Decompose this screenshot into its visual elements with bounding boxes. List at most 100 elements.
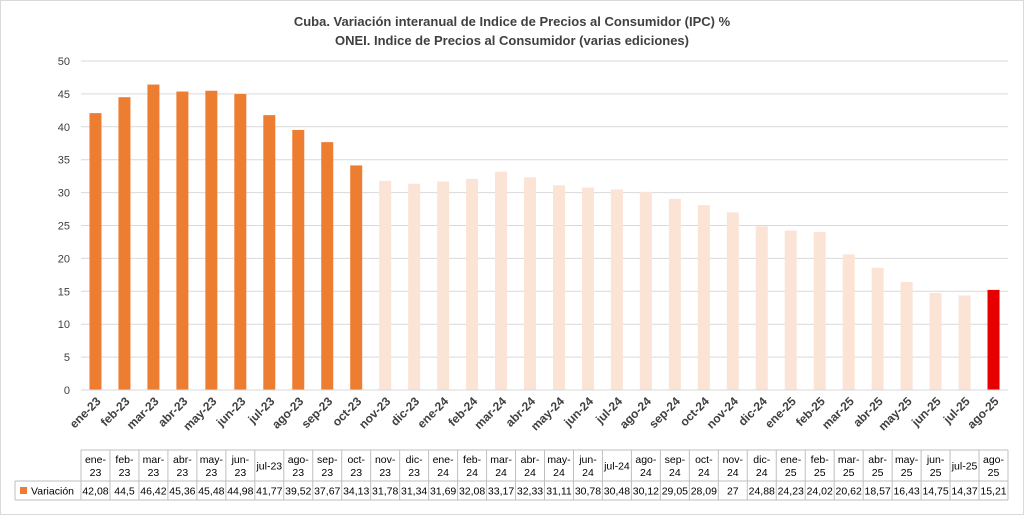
bar — [987, 289, 1000, 390]
table-header-cell: 25 — [843, 467, 855, 479]
table-value-cell: 27 — [727, 486, 739, 498]
y-tick-label: 10 — [58, 319, 70, 331]
bar — [900, 281, 913, 390]
table-header-cell: 25 — [930, 467, 942, 479]
table-header-cell: 23 — [408, 467, 420, 479]
table-header-cell: nov- — [375, 454, 396, 466]
table-header-cell: 24 — [669, 467, 681, 479]
table-header-cell: ago- — [288, 454, 310, 466]
table-header-cell: abr- — [173, 454, 192, 466]
table-header-cell: 24 — [524, 467, 536, 479]
table-value-cell: 37,67 — [314, 486, 340, 498]
table-header-cell: sep- — [317, 454, 338, 466]
table-value-cell: 32,08 — [459, 486, 485, 498]
chart-subtitle: ONEI. Indice de Precios al Consumidor (v… — [335, 33, 689, 48]
table-header-cell: 23 — [379, 467, 391, 479]
table-header-cell: oct- — [347, 454, 365, 466]
table-value-cell: 45,36 — [169, 486, 195, 498]
table-header-cell: 23 — [148, 467, 160, 479]
bar — [292, 129, 305, 390]
table-header-cell: jun- — [926, 454, 945, 466]
table-header-cell: 23 — [177, 467, 189, 479]
table-value-cell: 16,43 — [893, 486, 919, 498]
table-header-cell: 25 — [901, 467, 913, 479]
table-header-cell: 24 — [756, 467, 768, 479]
table-header-cell: ene- — [780, 454, 802, 466]
y-tick-label: 0 — [64, 385, 70, 397]
table-header-cell: ago- — [635, 454, 657, 466]
table-header-cell: 24 — [437, 467, 449, 479]
table-value-cell: 15,21 — [980, 486, 1006, 498]
table-value-cell: 29,05 — [662, 486, 688, 498]
x-tick-label: ago-24 — [617, 394, 654, 431]
bar — [495, 171, 508, 390]
x-tick-label: jun-23 — [213, 394, 249, 430]
bar — [89, 113, 102, 391]
table-header-cell: ene- — [433, 454, 455, 466]
y-tick-label: 50 — [58, 56, 70, 68]
table-header-cell: 23 — [292, 467, 304, 479]
table-header-cell: 25 — [988, 467, 1000, 479]
bar — [466, 178, 479, 390]
table-header-cell: 23 — [234, 467, 246, 479]
bar — [929, 292, 942, 390]
table-header-cell: 23 — [119, 467, 131, 479]
table-value-cell: 28,09 — [691, 486, 717, 498]
bar — [234, 94, 247, 390]
table-header-cell: jun- — [578, 454, 597, 466]
bar — [842, 254, 855, 390]
table-header-cell: abr- — [521, 454, 540, 466]
table-value-cell: 33,17 — [488, 486, 514, 498]
table-value-cell: 44,5 — [114, 486, 135, 498]
bar — [263, 115, 276, 391]
x-tick-label: sep-24 — [646, 394, 683, 431]
legend-label: Variación — [31, 486, 74, 498]
table-header-cell: 24 — [698, 467, 710, 479]
y-tick-label: 5 — [64, 352, 70, 364]
bar — [581, 187, 594, 390]
x-tick-label: ago-23 — [269, 394, 306, 431]
bar — [552, 185, 565, 390]
table-header-cell: 25 — [872, 467, 884, 479]
table-header-cell: mar- — [490, 454, 512, 466]
bar — [755, 226, 768, 390]
table-value-cell: 14,37 — [951, 486, 977, 498]
x-tick-label: mar-24 — [471, 394, 509, 432]
table-value-cell: 31,34 — [401, 486, 427, 498]
table-header-cell: feb- — [811, 454, 830, 466]
table-value-cell: 30,12 — [633, 486, 659, 498]
table-header-cell: abr- — [868, 454, 887, 466]
table-header-cell: jul-24 — [603, 461, 630, 473]
table-header-cell: ene- — [85, 454, 107, 466]
legend-key — [20, 487, 27, 494]
x-tick-label: jun-25 — [908, 394, 944, 430]
table-header-cell: jul-25 — [951, 461, 978, 473]
table-value-cell: 45,48 — [198, 486, 224, 498]
table-header-cell: mar- — [838, 454, 860, 466]
x-tick-label: ago-25 — [964, 394, 1001, 431]
bar — [176, 91, 189, 391]
bar — [668, 198, 681, 390]
x-tick-label: nov-23 — [356, 394, 393, 431]
table-value-cell: 14,75 — [922, 486, 948, 498]
table-header-cell: jun- — [231, 454, 250, 466]
table-header-cell: 24 — [495, 467, 507, 479]
table-value-cell: 31,69 — [430, 486, 456, 498]
table-value-cell: 18,57 — [865, 486, 891, 498]
table-header-cell: 24 — [727, 467, 739, 479]
bar — [871, 267, 884, 390]
table-header-cell: 25 — [814, 467, 826, 479]
table-value-cell: 24,88 — [749, 486, 775, 498]
x-tick-label: ene-24 — [414, 394, 451, 431]
table-value-cell: 34,13 — [343, 486, 369, 498]
bar — [205, 90, 218, 390]
x-tick-label: nov-24 — [704, 394, 741, 431]
table-value-cell: 42,08 — [82, 486, 108, 498]
table-header-cell: 24 — [466, 467, 478, 479]
x-tick-label: mar-23 — [124, 394, 162, 432]
bar — [147, 84, 160, 390]
table-header-cell: 24 — [582, 467, 594, 479]
table-header-cell: 24 — [640, 467, 652, 479]
table-header-cell: dic- — [753, 454, 770, 466]
